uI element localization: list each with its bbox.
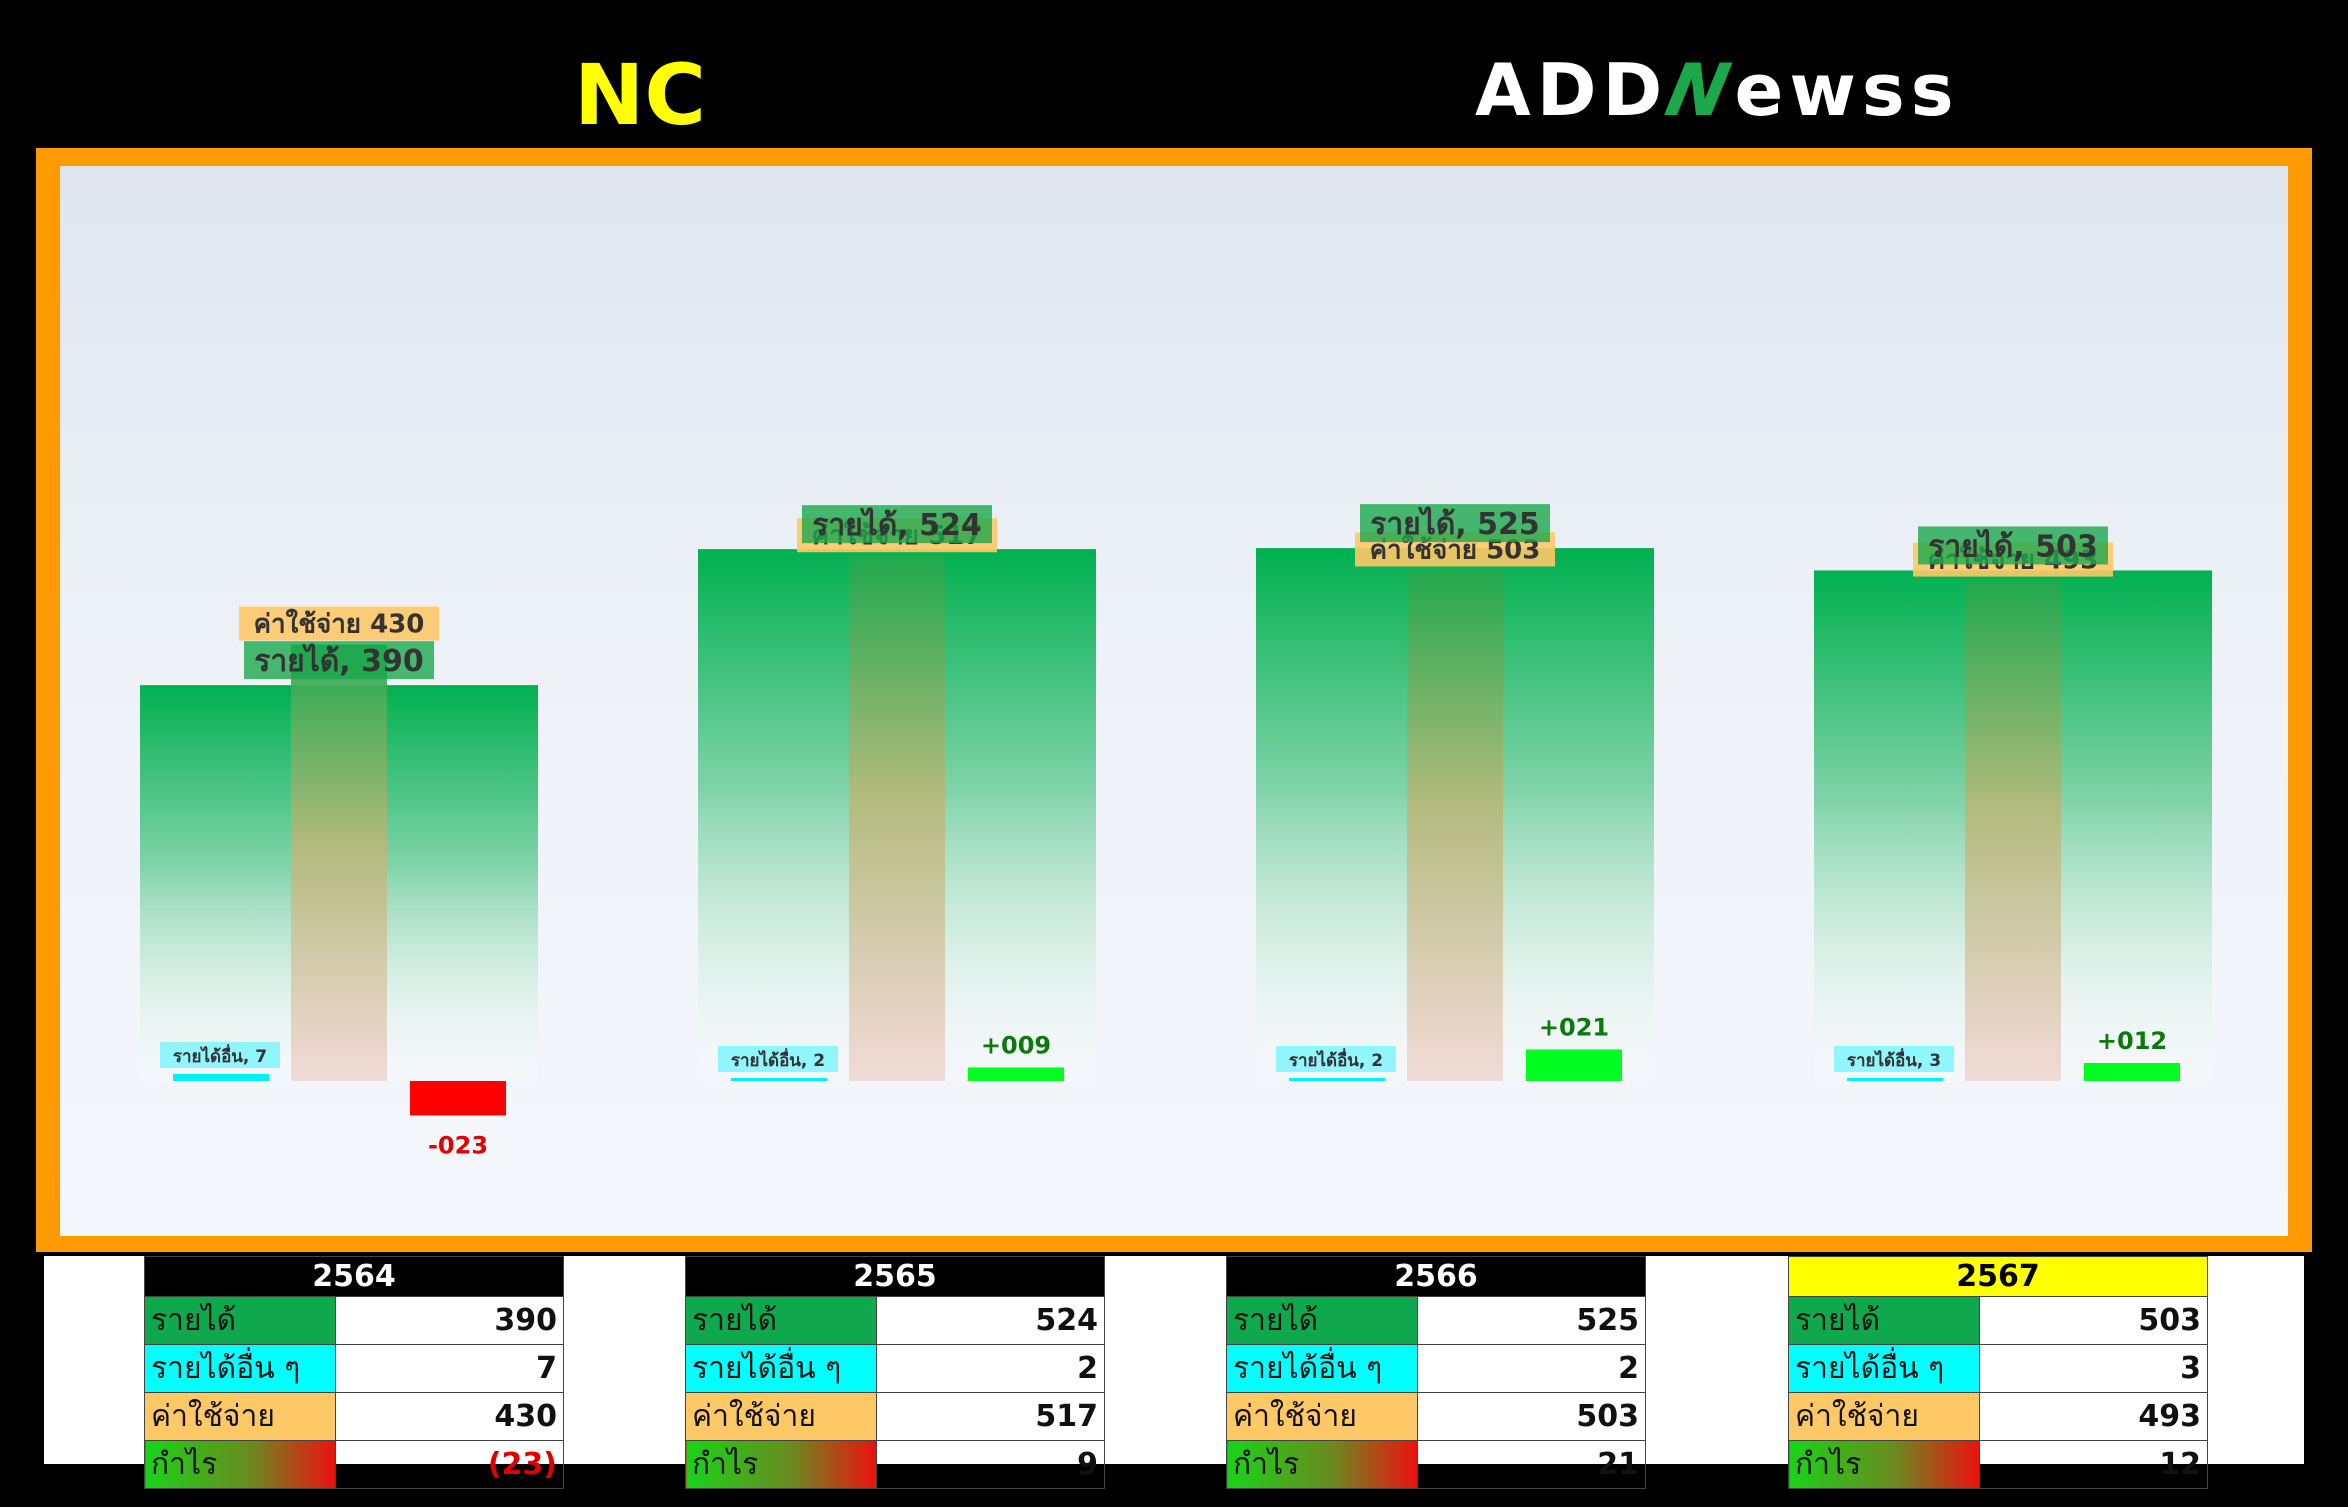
- row-label: รายได้: [1226, 1296, 1418, 1345]
- row-value: 524: [876, 1296, 1105, 1345]
- table-row: กำไร 9: [685, 1440, 1105, 1489]
- year-table-2564: 2564 รายได้ 390 รายได้อื่น ๆ 7 ค่าใช้จ่าย 430 ก…: [144, 1256, 564, 1489]
- row-label: รายได้อื่น ๆ: [685, 1344, 877, 1393]
- other-income-bar: [731, 1078, 827, 1081]
- row-label: ค่าใช้จ่าย: [1226, 1392, 1418, 1441]
- other-income-bar: [1289, 1078, 1385, 1081]
- other-income-bar: [173, 1073, 269, 1081]
- expense-bar: [849, 556, 945, 1081]
- table-row: ค่าใช้จ่าย 517: [685, 1392, 1105, 1441]
- table-row: รายได้ 524: [685, 1296, 1105, 1345]
- other-income-label-bg: [1276, 1046, 1396, 1072]
- row-value: 9: [876, 1440, 1105, 1489]
- year-table-2566: 2566 รายได้ 525 รายได้อื่น ๆ 2 ค่าใช้จ่าย 503 ก…: [1226, 1256, 1646, 1489]
- year-header: 2565: [685, 1256, 1105, 1297]
- chart-frame: ค่าใช้จ่าย 430 รายได้, 390 รายได้อื่น, 7 -0…: [36, 148, 2312, 1252]
- row-label: รายได้อื่น ๆ: [1226, 1344, 1418, 1393]
- logo-text-add: ADD: [1475, 48, 1669, 132]
- row-value: 7: [335, 1344, 564, 1393]
- revenue-label: รายได้, 524: [812, 507, 982, 543]
- row-value: 430: [335, 1392, 564, 1441]
- table-row: กำไร 21: [1226, 1440, 1646, 1489]
- table-row: รายได้ 525: [1226, 1296, 1646, 1345]
- other-income-label: รายได้อื่น, 2: [731, 1048, 825, 1071]
- row-label: รายได้อื่น ๆ: [144, 1344, 336, 1393]
- year-table-2565: 2565 รายได้ 524 รายได้อื่น ๆ 2 ค่าใช้จ่าย 517 ก…: [685, 1256, 1105, 1489]
- row-value: 503: [1417, 1392, 1646, 1441]
- row-label: รายได้: [1788, 1296, 1980, 1345]
- logo-text-n: N: [1659, 48, 1744, 132]
- row-value: 503: [1979, 1296, 2208, 1345]
- year-header: 2567: [1788, 1256, 2208, 1297]
- row-label: ค่าใช้จ่าย: [1788, 1392, 1980, 1441]
- row-label: กำไร: [1226, 1440, 1418, 1489]
- row-label: รายได้: [685, 1296, 877, 1345]
- row-label: ค่าใช้จ่าย: [144, 1392, 336, 1441]
- table-row: ค่าใช้จ่าย 503: [1226, 1392, 1646, 1441]
- row-value: 493: [1979, 1392, 2208, 1441]
- row-value: 525: [1417, 1296, 1646, 1345]
- revenue-label: รายได้, 390: [254, 643, 424, 679]
- expense-bar: [291, 644, 387, 1081]
- expense-bar: [1407, 570, 1503, 1081]
- expense-label: ค่าใช้จ่าย 430: [254, 609, 425, 640]
- profit-bar: [410, 1081, 506, 1116]
- table-row: รายได้ 503: [1788, 1296, 2208, 1345]
- revenue-label-bg: [244, 641, 434, 680]
- table-row: ค่าใช้จ่าย 430: [144, 1392, 564, 1441]
- summary-tables: 2564 รายได้ 390 รายได้อื่น ๆ 7 ค่าใช้จ่าย 430 ก…: [44, 1256, 2304, 1489]
- table-row: กำไร 12: [1788, 1440, 2208, 1489]
- row-label: กำไร: [1788, 1440, 1980, 1489]
- revenue-label-bg: [1360, 504, 1550, 543]
- table-row: ค่าใช้จ่าย 493: [1788, 1392, 2208, 1441]
- other-income-bar: [1847, 1077, 1943, 1081]
- profit-label: +009: [981, 1032, 1051, 1060]
- row-label: รายได้อื่น ๆ: [1788, 1344, 1980, 1393]
- expense-bar: [1965, 580, 2061, 1081]
- row-value: 517: [876, 1392, 1105, 1441]
- addnewss-logo: ADDNewss: [1475, 40, 2055, 140]
- row-value: 390: [335, 1296, 564, 1345]
- other-income-label-bg: [1834, 1045, 1954, 1072]
- year-header: 2564: [144, 1256, 564, 1297]
- row-label: กำไร: [144, 1440, 336, 1489]
- row-value: 12: [1979, 1440, 2208, 1489]
- profit-label: -023: [428, 1132, 488, 1160]
- profit-bar: [1526, 1049, 1622, 1081]
- row-value: (23): [335, 1440, 564, 1489]
- table-row: รายได้ 390: [144, 1296, 564, 1345]
- other-income-label: รายได้อื่น, 3: [1847, 1048, 1941, 1071]
- row-label: ค่าใช้จ่าย: [685, 1392, 877, 1441]
- other-income-label: รายได้อื่น, 7: [173, 1044, 267, 1067]
- revenue-label-bg: [1918, 526, 2108, 565]
- row-label: รายได้: [144, 1296, 336, 1345]
- revenue-label-bg: [802, 505, 992, 544]
- row-value: 21: [1417, 1440, 1646, 1489]
- profit-bar: [2084, 1063, 2180, 1081]
- expense-label-bg: [239, 606, 439, 641]
- row-label: กำไร: [685, 1440, 877, 1489]
- other-income-label-bg: [718, 1046, 838, 1072]
- other-income-label: รายได้อื่น, 2: [1289, 1048, 1383, 1071]
- profit-bar: [968, 1067, 1064, 1081]
- row-value: 2: [1417, 1344, 1646, 1393]
- profit-label: +021: [1539, 1014, 1609, 1042]
- other-income-label-bg: [160, 1041, 280, 1068]
- revenue-label: รายได้, 525: [1370, 506, 1540, 542]
- revenue-label: รายได้, 503: [1928, 528, 2098, 564]
- year-header: 2566: [1226, 1256, 1646, 1297]
- profit-label: +012: [2097, 1027, 2167, 1055]
- row-value: 3: [1979, 1344, 2208, 1393]
- logo-text-ewss: ewss: [1734, 48, 1960, 132]
- company-title: NC: [574, 46, 706, 144]
- year-table-2567: 2567 รายได้ 503 รายได้อื่น ๆ 3 ค่าใช้จ่าย 493 ก…: [1788, 1256, 2208, 1489]
- chart-plot-area: ค่าใช้จ่าย 430 รายได้, 390 รายได้อื่น, 7 -0…: [60, 166, 2288, 1236]
- row-value: 2: [876, 1344, 1105, 1393]
- table-row: กำไร (23): [144, 1440, 564, 1489]
